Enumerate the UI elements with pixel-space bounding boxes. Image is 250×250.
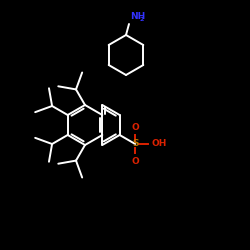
Text: OH: OH [151, 140, 166, 148]
Text: S: S [132, 140, 138, 148]
Text: O: O [131, 122, 139, 132]
Text: O: O [131, 156, 139, 166]
Text: 2: 2 [139, 17, 143, 22]
Text: NH: NH [130, 12, 145, 21]
